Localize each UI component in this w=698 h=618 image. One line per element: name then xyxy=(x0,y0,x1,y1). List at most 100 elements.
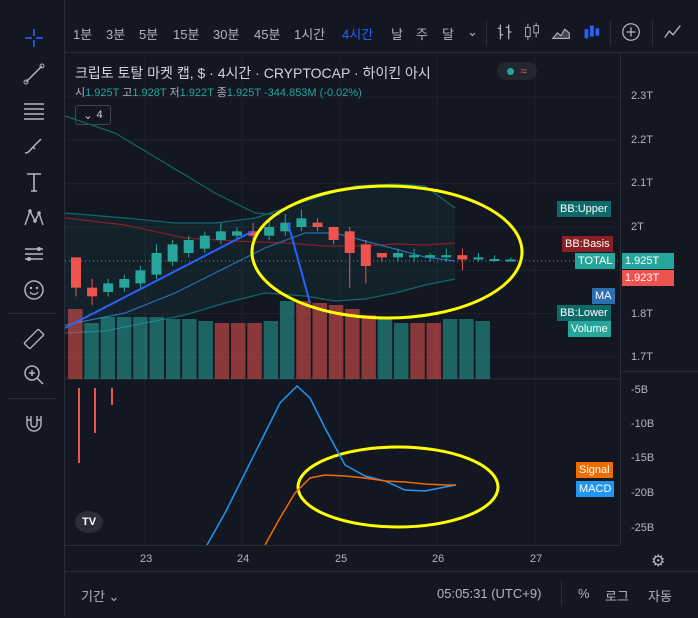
candle-alt-icon[interactable] xyxy=(579,20,603,44)
candle-body xyxy=(360,244,371,266)
price-tick: 2.1T xyxy=(631,177,654,189)
chart-canvas[interactable] xyxy=(65,53,620,545)
date-range-button[interactable]: 기간 ⌄ xyxy=(81,586,119,605)
volume-bar xyxy=(68,309,83,379)
price-axis[interactable]: 2.3T 2.2T 2.1T 2T 1.8T 1.7T -5B -10B -15… xyxy=(620,53,698,570)
candle-body xyxy=(119,279,130,288)
candle-body xyxy=(280,222,291,232)
highlight-ellipse xyxy=(250,184,524,320)
volume-bar xyxy=(214,323,230,379)
interval-15m[interactable]: 15분 xyxy=(173,27,200,42)
chart-pane[interactable]: 크립토 토탈 마켓 캡, $ · 4시간 · CRYPTOCAP · 하이킨 아… xyxy=(65,53,620,545)
toolbar-divider xyxy=(610,20,611,46)
interval-4h[interactable]: 4시간 xyxy=(342,27,374,42)
time-tick: 27 xyxy=(530,553,543,565)
candle-body xyxy=(473,257,484,260)
crosshair-icon[interactable] xyxy=(18,24,50,52)
volume-bar xyxy=(410,323,425,379)
bottom-bar: 기간 ⌄ 05:05:31 (UTC+9) % 로그 자동 xyxy=(65,571,698,618)
high-value: 1.928T xyxy=(132,87,167,99)
time-axis[interactable]: 23 24 25 26 27 xyxy=(65,545,620,571)
candle-body xyxy=(103,283,114,292)
candle-body xyxy=(135,270,146,284)
volume-bar xyxy=(133,317,148,379)
macd-pane xyxy=(78,384,457,545)
indicator-icon[interactable] xyxy=(661,20,685,44)
prev-price-tag: 1.923T xyxy=(622,270,674,286)
signal-tag: Signal xyxy=(576,462,613,478)
bar-style-icon[interactable] xyxy=(493,20,517,44)
volume-bar xyxy=(377,319,393,379)
low-value: 1.922T xyxy=(179,87,214,99)
clock-timezone[interactable]: 05:05:31 (UTC+9) xyxy=(437,586,542,601)
candle-body xyxy=(87,287,98,297)
macd-tick: -5B xyxy=(631,384,649,396)
interval-45m[interactable]: 45분 xyxy=(254,27,281,42)
volume-bar xyxy=(182,319,197,379)
candle-body xyxy=(248,231,259,236)
trendline xyxy=(65,230,254,329)
volume-bar xyxy=(296,301,311,379)
tradingview-logo-icon[interactable]: TV xyxy=(75,511,103,533)
forecast-icon[interactable] xyxy=(18,240,50,268)
candle-body xyxy=(457,255,468,260)
toolbar-divider xyxy=(561,580,562,606)
macd-tick: -20B xyxy=(631,487,655,499)
ruler-icon[interactable] xyxy=(18,325,50,353)
volume-bar xyxy=(247,323,262,379)
candle-body xyxy=(409,255,420,258)
toolbar-divider xyxy=(652,20,653,46)
open-value: 1.925T xyxy=(85,87,120,99)
candle-body xyxy=(425,255,436,258)
volume-bar xyxy=(198,321,213,379)
volume-bar xyxy=(312,303,327,379)
volume-bar xyxy=(394,323,409,379)
text-icon[interactable] xyxy=(18,168,50,196)
magnet-icon[interactable] xyxy=(18,410,50,438)
interval-month[interactable]: 달 xyxy=(442,27,454,42)
interval-week[interactable]: 주 xyxy=(416,27,428,42)
bb-lower-tag: BB:Lower xyxy=(557,305,611,321)
candle-body xyxy=(296,218,307,227)
auto-scale-toggle[interactable]: 자동 xyxy=(648,589,672,604)
trendline xyxy=(287,222,311,304)
percent-scale-toggle[interactable]: % xyxy=(578,586,590,601)
candle-body xyxy=(344,231,355,253)
price-tick: 2T xyxy=(631,221,644,233)
volume-bar xyxy=(442,319,458,379)
volume-bar xyxy=(231,323,246,379)
zoom-icon[interactable] xyxy=(18,361,50,389)
log-scale-toggle[interactable]: 로그 xyxy=(605,589,629,604)
indicator-count: 4 xyxy=(96,109,103,121)
macd-tick: -10B xyxy=(631,418,655,430)
volume-bar xyxy=(361,315,376,379)
pattern-icon[interactable] xyxy=(18,204,50,232)
symbol-title[interactable]: 크립토 토탈 마켓 캡, $ · 4시간 · CRYPTOCAP · 하이킨 아… xyxy=(75,65,431,81)
settings-gear-icon[interactable]: ⚙ xyxy=(651,553,666,570)
interval-1m[interactable]: 1분 xyxy=(73,27,93,42)
area-style-icon[interactable] xyxy=(549,20,573,44)
brush-icon[interactable] xyxy=(18,132,50,160)
interval-30m[interactable]: 30분 xyxy=(213,27,240,42)
candle-style-icon[interactable] xyxy=(520,20,544,44)
add-icon[interactable] xyxy=(619,20,643,44)
interval-5m[interactable]: 5분 xyxy=(139,27,159,42)
market-status-pill[interactable]: ≈ xyxy=(497,62,537,80)
interval-day[interactable]: 날 xyxy=(391,27,403,42)
volume-tag: Volume xyxy=(568,321,611,337)
ma-line xyxy=(65,232,456,326)
interval-dropdown-icon[interactable]: ⌄ xyxy=(467,24,478,39)
interval-1h[interactable]: 1시간 xyxy=(294,27,326,42)
trendline-icon[interactable] xyxy=(18,60,50,88)
high-label: 고 xyxy=(122,87,133,99)
left-drawing-toolbar xyxy=(0,0,65,617)
fib-icon[interactable] xyxy=(18,96,50,124)
price-tick: 1.7T xyxy=(631,351,654,363)
bb-upper-line xyxy=(65,115,281,216)
interval-3m[interactable]: 3분 xyxy=(106,27,126,42)
candle-body xyxy=(393,253,403,258)
bb-basis-tag: BB:Basis xyxy=(562,236,613,252)
volume-bar xyxy=(328,305,344,379)
indicator-collapse-button[interactable]: ⌄ 4 xyxy=(75,105,111,125)
emoji-icon[interactable] xyxy=(18,276,50,304)
